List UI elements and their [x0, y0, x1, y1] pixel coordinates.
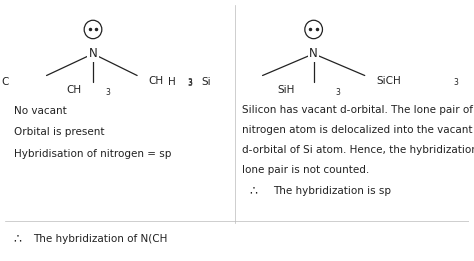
Text: lone pair is not counted.: lone pair is not counted. — [242, 165, 369, 175]
Text: ∴: ∴ — [249, 184, 257, 197]
Ellipse shape — [84, 20, 102, 39]
Text: SiCH: SiCH — [376, 76, 401, 86]
Text: Hybridisation of nitrogen = sp: Hybridisation of nitrogen = sp — [14, 149, 172, 158]
Text: d-orbital of Si atom. Hence, the hybridization: d-orbital of Si atom. Hence, the hybridi… — [242, 145, 474, 155]
Text: Orbital is present: Orbital is present — [14, 127, 105, 137]
Text: 3: 3 — [188, 79, 192, 88]
Text: C: C — [2, 77, 9, 87]
Text: N: N — [89, 47, 97, 60]
Text: No vacant: No vacant — [14, 106, 67, 116]
Text: 3: 3 — [453, 78, 458, 87]
Text: The hybridization is sp: The hybridization is sp — [273, 186, 391, 195]
Text: nitrogen atom is delocalized into the vacant: nitrogen atom is delocalized into the va… — [242, 125, 472, 135]
Ellipse shape — [305, 20, 322, 39]
Text: The hybridization of N(CH: The hybridization of N(CH — [34, 234, 168, 244]
Text: Si: Si — [201, 77, 210, 87]
Text: N: N — [309, 47, 318, 60]
Text: 3: 3 — [335, 88, 340, 97]
Text: SiH: SiH — [278, 85, 295, 95]
Text: 3: 3 — [105, 88, 110, 97]
Text: CH: CH — [67, 85, 82, 95]
Text: CH: CH — [149, 76, 164, 86]
Text: ∴: ∴ — [13, 233, 21, 246]
Text: 3: 3 — [187, 78, 192, 87]
Text: H: H — [168, 77, 176, 87]
Text: Silicon has vacant d-orbital. The lone pair of: Silicon has vacant d-orbital. The lone p… — [242, 105, 473, 115]
